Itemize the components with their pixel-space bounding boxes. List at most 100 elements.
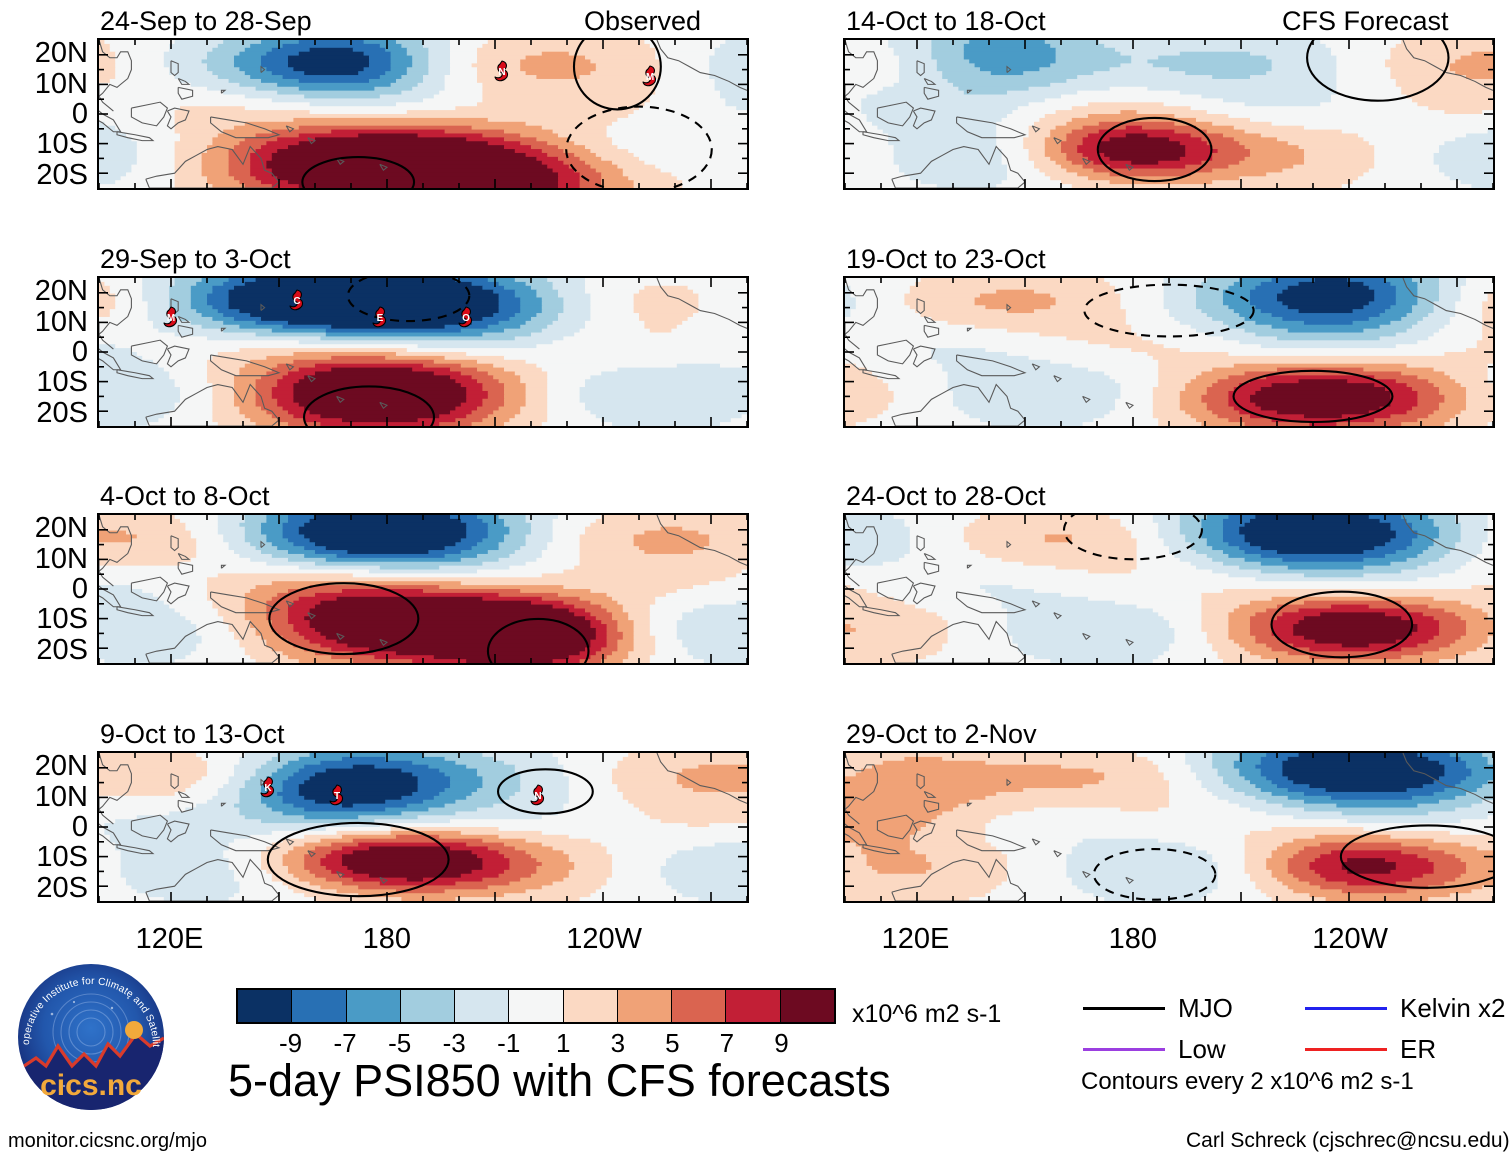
panel-title-obs-2: 29-Sep to 3-Oct <box>100 244 291 274</box>
contour-overlay <box>845 753 1493 901</box>
y-tick-label: 10N <box>34 305 88 338</box>
x-tick-label: 120W <box>1312 923 1388 955</box>
mjo-contour <box>1341 825 1493 887</box>
colorbar-swatch <box>563 990 618 1022</box>
panel-title-cfs-3: 24-Oct to 28-Oct <box>846 481 1046 511</box>
legend-label: MJO <box>1178 993 1233 1023</box>
legend-line-swatch <box>1083 1047 1165 1051</box>
y-tick-label: 10S <box>36 366 88 399</box>
mjo-contour <box>269 583 418 654</box>
colorbar-swatch <box>726 990 781 1022</box>
colorbar-tick: -9 <box>278 1028 303 1058</box>
mjo-contour <box>1272 592 1413 658</box>
y-tick-label: 20N <box>34 37 88 70</box>
field-render <box>845 753 1493 901</box>
coastlines <box>845 40 1493 188</box>
y-tick-label: 10N <box>34 780 88 813</box>
map-panel-obs-3 <box>97 513 749 665</box>
contour-overlay <box>99 40 747 188</box>
y-tick-label: 10S <box>36 603 88 636</box>
y-tick-label: 20N <box>34 275 88 308</box>
colorbar-tick: -3 <box>442 1028 466 1058</box>
storm-marker[interactable]: K <box>258 775 278 802</box>
y-tick-label: 20N <box>34 512 88 545</box>
x-tick-label: 120E <box>135 923 204 955</box>
y-tick-label: 10N <box>34 542 88 575</box>
mjo-contour <box>488 619 589 663</box>
column-header-cfs: CFS Forecast <box>1282 6 1449 36</box>
coastlines <box>99 515 747 663</box>
contour-overlay <box>845 515 1493 663</box>
contour-overlay <box>99 753 747 901</box>
map-panel-cfs-1 <box>843 38 1495 190</box>
monitor-url-label[interactable]: monitor.cicsnc.org/mjo <box>8 1130 207 1152</box>
y-tick-label: 10S <box>36 841 88 874</box>
contour-interval-note: Contours every 2 x10^6 m2 s-1 <box>1081 1068 1414 1095</box>
colorbar-tick: -1 <box>497 1028 521 1058</box>
legend-item-low[interactable]: Low <box>1083 1036 1226 1062</box>
contour-overlay <box>99 515 747 663</box>
panel-title-cfs-1: 14-Oct to 18-Oct <box>846 6 1046 36</box>
coastlines <box>845 278 1493 426</box>
y-tick-label: 0 <box>71 573 88 605</box>
coastlines <box>99 40 747 188</box>
contour-overlay <box>845 40 1493 188</box>
panel-title-obs-4: 9-Oct to 13-Oct <box>100 719 285 749</box>
svg-text:O: O <box>462 313 470 324</box>
legend-line-swatch <box>1083 1006 1165 1010</box>
legend-label: Low <box>1178 1034 1226 1064</box>
cics-nc-logo[interactable]: Cooperative Institute for Climate and Sa… <box>12 954 166 1112</box>
logo-wordmark: cics.nc <box>40 1069 142 1102</box>
dashed-contour <box>1064 515 1202 559</box>
colorbar-swatch <box>780 990 834 1022</box>
panel-title-cfs-4: 29-Oct to 2-Nov <box>846 719 1037 749</box>
mjo-contour <box>574 40 661 109</box>
storm-marker[interactable]: N <box>492 59 512 86</box>
legend-item-er[interactable]: ER <box>1305 1036 1436 1062</box>
y-tick-label: 0 <box>71 811 88 843</box>
colorbar-tick: 5 <box>665 1028 680 1058</box>
x-tick-label: 180 <box>362 923 411 955</box>
storm-marker[interactable]: O <box>456 306 476 332</box>
svg-text:N: N <box>535 791 542 802</box>
map-panel-cfs-4 <box>843 751 1495 903</box>
colorbar: -9 -7 -5 -3 -1 1 3 5 7 9 <box>236 988 836 1078</box>
y-tick-label: 10N <box>34 67 88 100</box>
colorbar-swatch <box>617 990 673 1022</box>
colorbar-swatch <box>238 990 293 1022</box>
x-tick-label: 120W <box>566 923 642 955</box>
mjo-contour <box>1098 118 1212 181</box>
y-tick-label: 20S <box>36 871 88 904</box>
colorbar-swatch <box>292 990 347 1022</box>
colorbar-swatch <box>455 990 510 1022</box>
storm-marker[interactable]: N <box>528 784 548 810</box>
storm-marker[interactable]: C <box>287 289 307 315</box>
contour-overlay <box>845 278 1493 426</box>
legend-item-mjo[interactable]: MJO <box>1083 995 1233 1021</box>
storm-marker[interactable]: T <box>327 784 347 810</box>
colorbar-tick: 3 <box>610 1028 626 1058</box>
mjo-contour <box>498 769 593 813</box>
y-tick-label: 0 <box>71 98 88 130</box>
colorbar-swatch <box>672 990 727 1022</box>
map-panel-cfs-2 <box>843 276 1495 428</box>
legend-label: Kelvin x2 <box>1400 993 1506 1023</box>
storm-marker[interactable]: M <box>640 65 660 91</box>
field-render <box>845 515 1493 663</box>
panel-title-cfs-2: 19-Oct to 23-Oct <box>846 244 1046 274</box>
storm-marker[interactable]: E <box>370 306 390 332</box>
dashed-contour <box>1084 285 1253 337</box>
field-render <box>99 753 747 901</box>
legend-item-kelvin-x2[interactable]: Kelvin x2 <box>1305 995 1506 1021</box>
svg-text:C: C <box>293 296 300 307</box>
column-header-observed: Observed <box>584 6 702 36</box>
colorbar-tick: 9 <box>774 1028 789 1058</box>
legend-line-swatch <box>1305 1047 1387 1051</box>
storm-marker[interactable]: M <box>161 306 181 332</box>
y-tick-label: 10S <box>36 128 88 161</box>
contour-overlay <box>99 278 747 426</box>
svg-text:K: K <box>265 783 273 794</box>
colorbar-swatch <box>509 990 564 1022</box>
